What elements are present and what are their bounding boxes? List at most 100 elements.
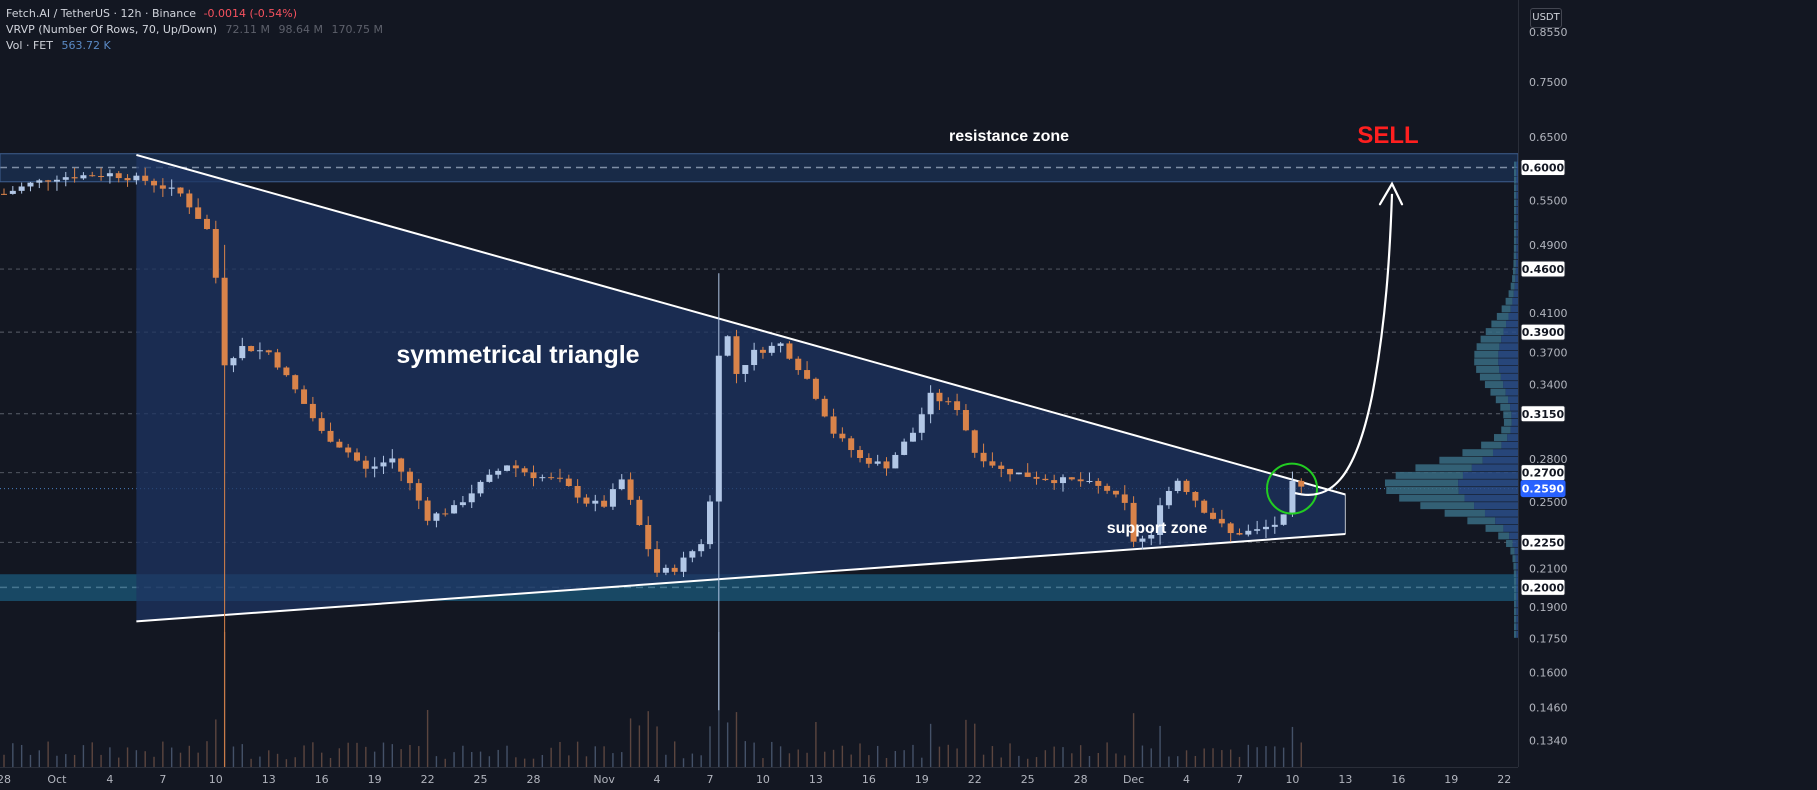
candle-body[interactable] [592,500,599,504]
candle-body[interactable] [221,277,228,366]
candle-body[interactable] [1289,480,1296,515]
candle-body[interactable] [1024,472,1031,477]
candle-body[interactable] [1218,518,1225,524]
currency-button[interactable]: USDT [1530,8,1562,28]
candle-body[interactable] [106,173,113,177]
candle-body[interactable] [989,461,996,466]
candle-body[interactable] [1254,529,1261,531]
candle-body[interactable] [627,479,634,500]
price-level-tag[interactable] [1520,323,1566,341]
candle-body[interactable] [680,557,687,572]
candle-body[interactable] [698,544,705,552]
candle-body[interactable] [1007,468,1014,475]
candle-body[interactable] [1201,500,1208,513]
candle-body[interactable] [495,470,502,475]
candle-body[interactable] [512,465,519,469]
candle-body[interactable] [195,207,202,219]
candle-body[interactable] [998,465,1005,469]
candle-body[interactable] [812,378,819,399]
candle-body[interactable] [1060,477,1066,484]
candle-body[interactable] [248,346,255,352]
candle-body[interactable] [1210,512,1217,519]
triangle-upper-line[interactable] [136,154,1346,496]
candle-body[interactable] [962,410,969,431]
price-level-tag[interactable] [1520,578,1566,596]
candle-body[interactable] [345,447,352,453]
price-axis-panel[interactable] [1518,0,1817,790]
candle-body[interactable] [1227,523,1234,534]
candle-body[interactable] [530,472,537,479]
candle-body[interactable] [301,389,308,404]
candle-body[interactable] [18,186,25,191]
candle-body[interactable] [1051,480,1058,484]
candle-body[interactable] [380,462,387,467]
candle-body[interactable] [168,187,175,189]
candle-body[interactable] [124,178,131,181]
legend-symbol-row[interactable]: Fetch.AI / TetherUS · 12h · Binance -0.0… [6,6,383,22]
candle-body[interactable] [1068,477,1075,480]
candle-body[interactable] [521,468,528,473]
candle-body[interactable] [609,489,616,507]
candle-body[interactable] [954,401,961,411]
candle-body[interactable] [742,365,749,374]
candle-body[interactable] [565,478,572,487]
candle-body[interactable] [1077,479,1084,482]
candle-body[interactable] [574,486,581,498]
candle-body[interactable] [98,176,105,178]
candle-body[interactable] [389,458,396,463]
candle-body[interactable] [662,567,669,573]
candle-body[interactable] [1245,530,1252,535]
candle-body[interactable] [371,466,378,469]
candle-body[interactable] [486,474,493,482]
candle-body[interactable] [468,493,475,503]
candle-body[interactable] [980,452,987,462]
candle-body[interactable] [733,336,740,374]
candle-body[interactable] [451,505,458,514]
candle-body[interactable] [477,481,484,494]
candle-body[interactable] [256,350,263,352]
legend-volume-row[interactable]: Vol · FET 563.72 K [6,38,383,54]
candle-body[interactable] [265,350,272,353]
candle-body[interactable] [504,465,511,471]
candle-body[interactable] [707,501,713,545]
candle-body[interactable] [901,441,908,455]
candle-body[interactable] [274,352,281,368]
candle-body[interactable] [27,182,34,187]
candle-body[interactable] [768,345,775,353]
candle-body[interactable] [53,179,60,182]
candle-body[interactable] [1157,505,1164,535]
candle-body[interactable] [1033,476,1040,479]
candle-body[interactable] [1262,526,1269,530]
candle-body[interactable] [142,175,149,181]
candle-body[interactable] [177,187,184,194]
candle-body[interactable] [239,346,246,359]
candle-body[interactable] [398,458,405,472]
candle-body[interactable] [1104,485,1111,491]
candle-body[interactable] [1192,491,1199,501]
candle-body[interactable] [689,551,696,558]
candle-body[interactable] [848,438,855,451]
candle-body[interactable] [724,336,731,356]
candle-body[interactable] [715,355,722,502]
current-price-tag[interactable] [1520,480,1566,498]
candle-body[interactable] [71,177,78,179]
candle-body[interactable] [309,403,316,419]
price-level-tag[interactable] [1520,260,1566,278]
candle-body[interactable] [645,524,652,550]
candle-body[interactable] [327,430,334,442]
candle-body[interactable] [556,477,563,479]
candle-body[interactable] [283,367,290,376]
breakout-circle[interactable] [1266,462,1318,515]
candle-body[interactable] [1042,478,1049,481]
candle-body[interactable] [212,229,219,278]
candle-body[interactable] [654,549,661,573]
candle-body[interactable] [1015,472,1022,475]
candle-body[interactable] [821,398,828,417]
candle-body[interactable] [971,430,978,453]
candle-body[interactable] [671,567,678,572]
candle-body[interactable] [1298,480,1305,487]
candle-body[interactable] [424,500,431,521]
candle-body[interactable] [857,450,864,458]
candle-body[interactable] [1095,480,1102,486]
candle-body[interactable] [839,433,846,439]
